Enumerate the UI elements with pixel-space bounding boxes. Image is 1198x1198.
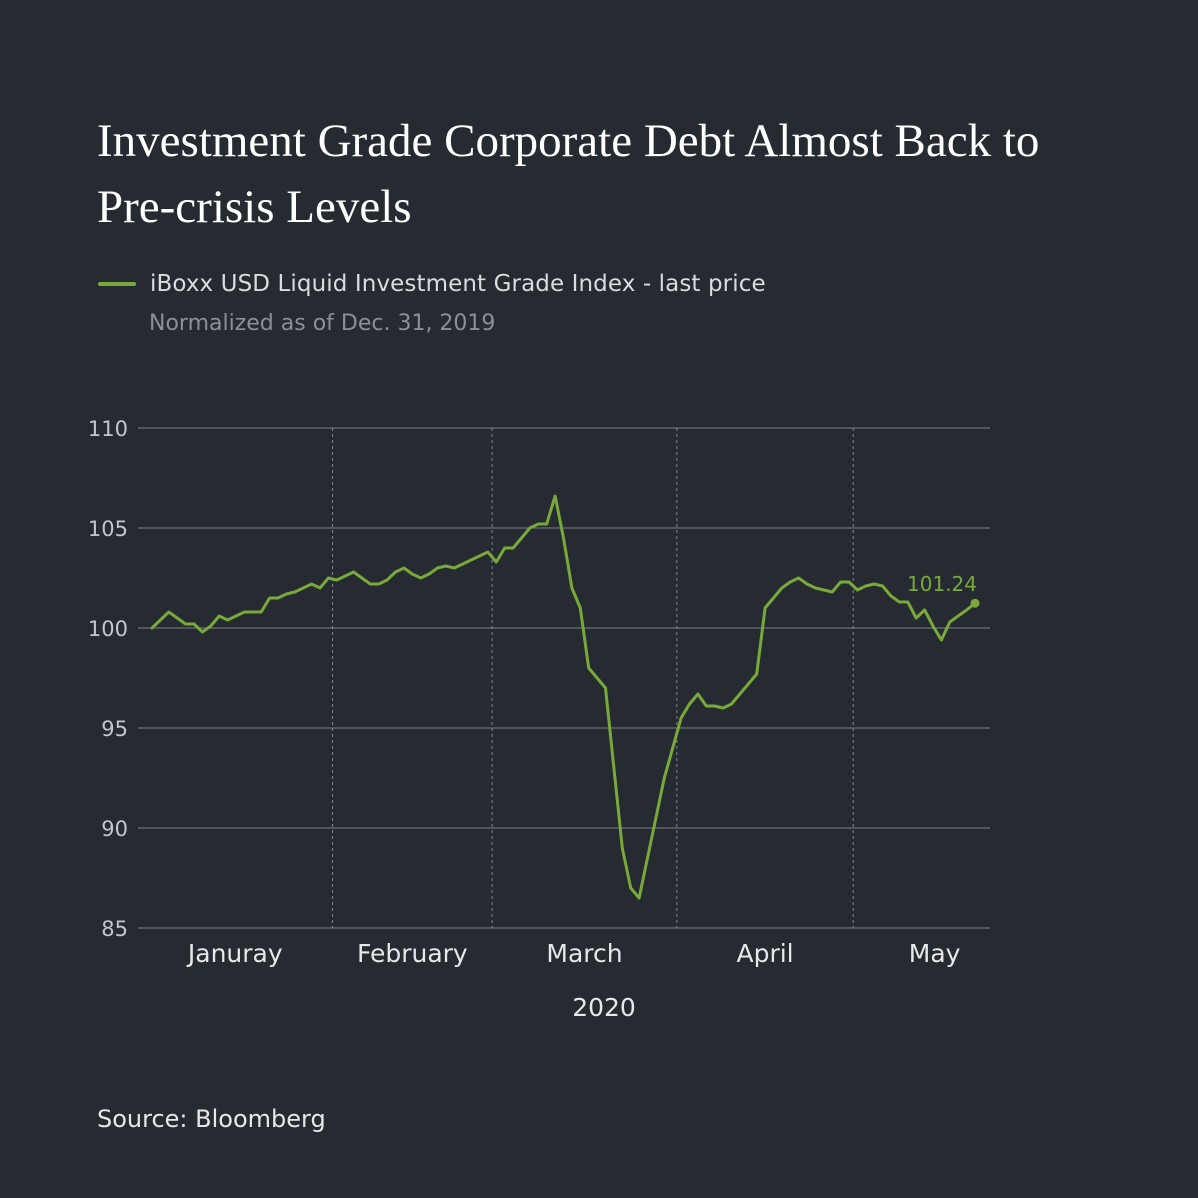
chart-subtitle: Normalized as of Dec. 31, 2019 — [149, 311, 496, 336]
series: 101.24 — [150, 494, 980, 900]
x-tick-label: May — [909, 939, 961, 968]
chart-title: Investment Grade Corporate Debt Almost B… — [97, 115, 1040, 233]
x-tick-label: February — [357, 939, 468, 968]
end-value-label: 101.24 — [907, 572, 977, 596]
line-chart: 110 105 100 95 90 85 Januray February March Apri… — [88, 417, 990, 1022]
x-tick-label: April — [736, 939, 793, 968]
legend: iBoxx USD Liquid Investment Grade Index … — [98, 271, 766, 297]
x-axis-label: 2020 — [572, 993, 636, 1022]
y-tick-label: 105 — [88, 517, 128, 541]
source-note: Source: Bloomberg — [97, 1105, 326, 1133]
end-point-marker — [970, 598, 980, 608]
series-line — [150, 494, 977, 900]
y-tick-label: 100 — [88, 617, 128, 641]
x-tick-label: March — [546, 939, 622, 968]
grid — [138, 427, 990, 929]
legend-swatch — [98, 282, 136, 286]
y-axis: 110 105 100 95 90 85 — [88, 417, 128, 941]
y-tick-label: 85 — [101, 917, 128, 941]
y-tick-label: 110 — [88, 417, 128, 441]
legend-label: iBoxx USD Liquid Investment Grade Index … — [150, 271, 766, 297]
x-axis: Januray February March April May — [186, 939, 961, 968]
y-tick-label: 90 — [101, 817, 128, 841]
y-tick-label: 95 — [101, 717, 128, 741]
x-tick-label: Januray — [186, 939, 283, 968]
